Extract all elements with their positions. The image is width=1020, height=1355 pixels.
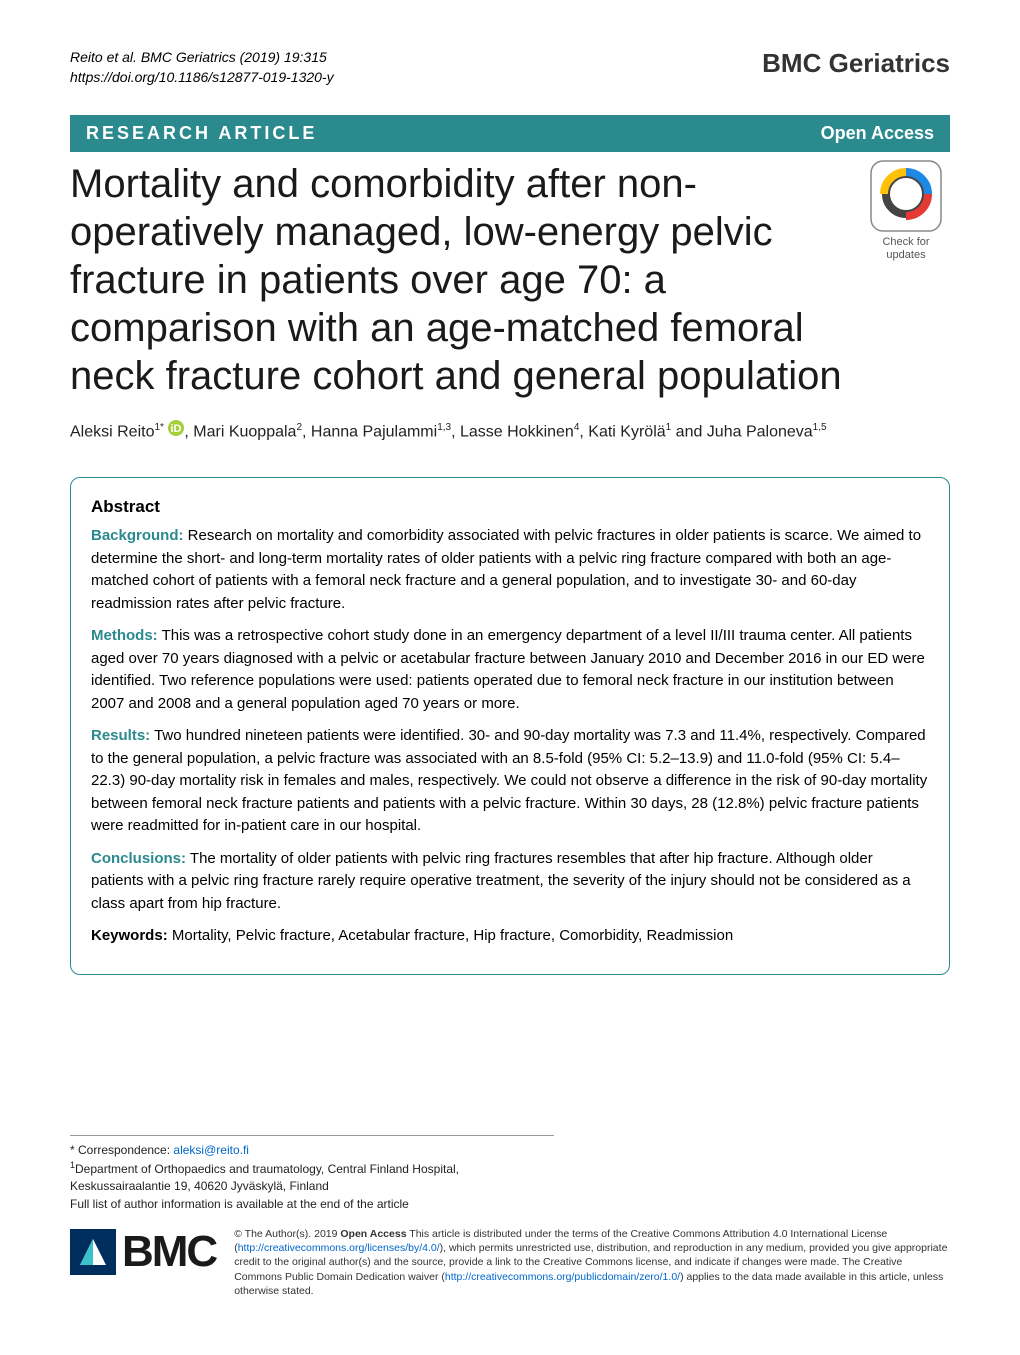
author-1: Aleksi Reito <box>70 424 154 441</box>
license-text: © The Author(s). 2019 Open Access This a… <box>234 1227 950 1298</box>
article-type: RESEARCH ARTICLE <box>86 123 317 144</box>
open-access-bold: Open Access <box>340 1228 406 1240</box>
correspondence-affil: Department of Orthopaedics and traumatol… <box>70 1162 459 1193</box>
author-3: , Hanna Pajulammi <box>302 424 437 441</box>
crossmark-label: Check for updates <box>882 236 929 261</box>
abstract-heading: Abstract <box>91 494 929 520</box>
journal-logo: BMC Geriatrics <box>762 48 950 79</box>
author-1-affil: 1* <box>154 422 163 433</box>
abstract-background: Background: Research on mortality and co… <box>91 525 929 615</box>
author-5: , Kati Kyrölä <box>579 424 665 441</box>
abstract-keywords: Keywords: Mortality, Pelvic fracture, Ac… <box>91 925 929 948</box>
background-text: Research on mortality and comorbidity as… <box>91 527 921 612</box>
author-6-affil: 1,5 <box>813 422 827 433</box>
svg-text:iD: iD <box>171 423 182 435</box>
author-4: , Lasse Hokkinen <box>451 424 574 441</box>
full-author-info-note: Full list of author information is avail… <box>70 1197 409 1211</box>
abstract-box: Abstract Background: Research on mortali… <box>70 477 950 975</box>
keywords-text: Mortality, Pelvic fracture, Acetabular f… <box>168 927 733 944</box>
results-label: Results: <box>91 727 150 744</box>
correspondence-email[interactable]: aleksi@reito.fi <box>173 1143 249 1157</box>
results-text: Two hundred nineteen patients were ident… <box>91 727 927 834</box>
header: Reito et al. BMC Geriatrics (2019) 19:31… <box>70 48 950 87</box>
abstract-conclusions: Conclusions: The mortality of older pati… <box>91 848 929 916</box>
conclusions-text: The mortality of older patients with pel… <box>91 850 911 912</box>
bmc-logo: BMC <box>70 1227 216 1277</box>
open-access-label: Open Access <box>821 123 934 144</box>
abstract-results: Results: Two hundred nineteen patients w… <box>91 725 929 838</box>
bmc-logo-text: BMC <box>122 1227 216 1277</box>
correspondence-label: * Correspondence: <box>70 1143 173 1157</box>
cc-waiver-link[interactable]: http://creativecommons.org/publicdomain/… <box>445 1271 680 1283</box>
author-list: Aleksi Reito1* iD , Mari Kuoppala2, Hann… <box>70 420 950 444</box>
author-3-affil: 1,3 <box>437 422 451 433</box>
abstract-methods: Methods: This was a retrospective cohort… <box>91 625 929 715</box>
license-prefix: © The Author(s). 2019 <box>234 1228 340 1240</box>
cc-license-link[interactable]: http://creativecommons.org/licenses/by/4… <box>238 1242 440 1254</box>
footer: BMC © The Author(s). 2019 Open Access Th… <box>70 1227 950 1298</box>
bmc-logo-icon <box>70 1229 116 1275</box>
conclusions-label: Conclusions: <box>91 850 186 867</box>
author-6: and Juha Paloneva <box>671 424 812 441</box>
crossmark-icon <box>870 160 942 232</box>
methods-text: This was a retrospective cohort study do… <box>91 627 925 712</box>
article-title: Mortality and comorbidity after non-oper… <box>70 160 862 400</box>
orcid-icon[interactable]: iD <box>168 420 184 444</box>
background-label: Background: <box>91 527 184 544</box>
crossmark-button[interactable]: Check for updates <box>862 160 950 262</box>
correspondence-block: * Correspondence: aleksi@reito.fi 1Depar… <box>70 1135 554 1214</box>
doi-line: https://doi.org/10.1186/s12877-019-1320-… <box>70 68 334 88</box>
keywords-label: Keywords: <box>91 927 168 944</box>
article-banner: RESEARCH ARTICLE Open Access <box>70 115 950 152</box>
author-2: , Mari Kuoppala <box>184 424 296 441</box>
methods-label: Methods: <box>91 627 158 644</box>
citation-line: Reito et al. BMC Geriatrics (2019) 19:31… <box>70 48 334 68</box>
